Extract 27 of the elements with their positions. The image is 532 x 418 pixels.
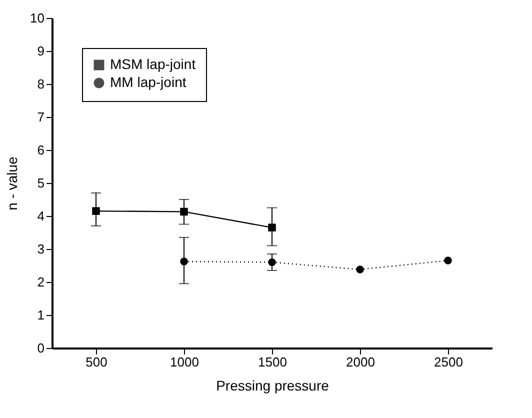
x-tick-label: 500 (86, 354, 108, 370)
x-axis-title: Pressing pressure (216, 378, 330, 394)
point (444, 256, 452, 264)
y-tick-label: 7 (37, 110, 44, 124)
y-tick-label: 1 (37, 308, 44, 322)
y-axis-title: n - value (4, 156, 20, 210)
point (268, 258, 276, 266)
x-tick-label: 2000 (346, 354, 375, 370)
point (356, 266, 364, 274)
point (268, 224, 276, 232)
x-tick-label: 1500 (258, 354, 287, 370)
y-tick-label: 4 (37, 208, 44, 224)
y-tick-label: 6 (37, 142, 44, 158)
point (180, 258, 188, 266)
point (92, 207, 100, 215)
y-tick-label: 5 (37, 176, 44, 190)
x-tick-label: 1000 (170, 354, 199, 370)
y-tick-label: 2 (37, 274, 44, 290)
y-tick-label: 8 (37, 76, 44, 92)
point (180, 208, 188, 216)
y-tick-label: 3 (37, 242, 44, 256)
legend-label: MSM lap-joint (110, 56, 196, 72)
y-tick-label: 10 (30, 10, 44, 26)
legend-label: MM lap-joint (110, 74, 186, 90)
x-tick-label: 2500 (434, 354, 463, 370)
y-tick-label: 9 (37, 44, 44, 58)
y-tick-label: 0 (37, 340, 44, 356)
